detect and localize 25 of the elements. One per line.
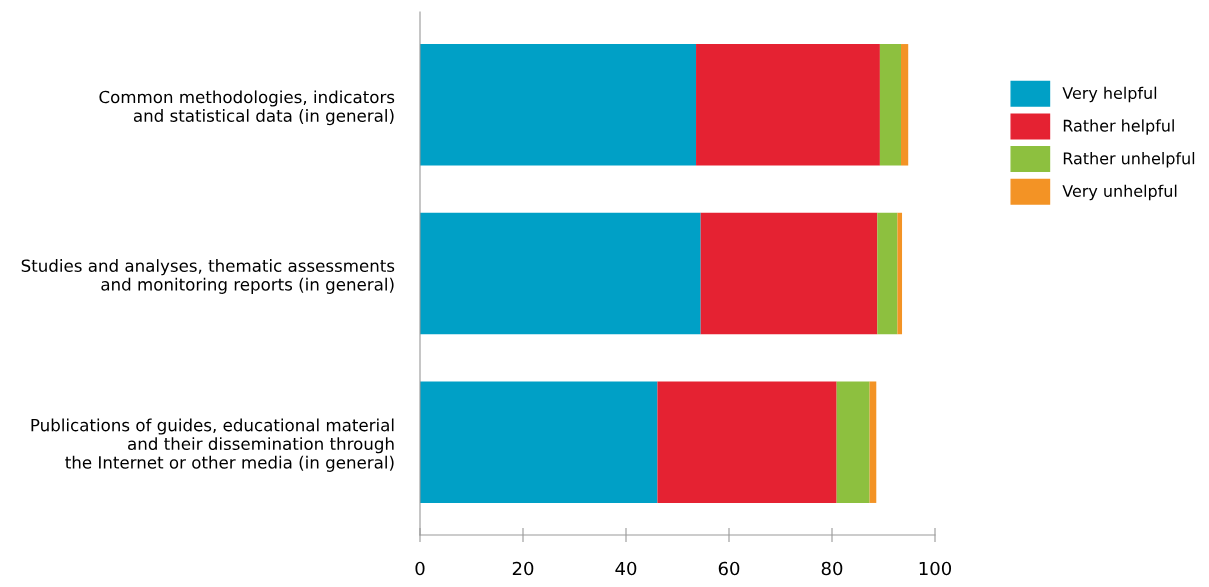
legend-label: Very unhelpful [1062,184,1177,201]
y-tick-label: Common methodologies, indicators and statistical data (in general) [99,90,395,126]
bar [657,381,837,503]
bar [836,381,870,503]
bar [420,381,658,503]
bar [897,212,903,335]
bar [877,212,898,335]
bar [700,212,878,335]
bar [696,44,880,166]
x-tick-label: 20 [512,561,534,576]
bar [420,212,701,335]
bar [869,381,877,503]
legend-label: Rather unhelpful [1063,152,1195,168]
bar [901,44,909,166]
x-tick-label: 40 [615,561,637,576]
x-tick-label: 0 [415,561,425,576]
y-tick-label: Publications of guides, educational material and their dissemination through the Internet or other media (in general) [31,418,394,472]
legend-label: Rather helpful [1063,119,1174,135]
x-tick-label: 100 [919,561,952,576]
bar [879,44,902,166]
legend-label: Very helpful [1062,86,1157,103]
x-tick-label: 60 [718,561,740,576]
x-tick-label: 80 [821,561,843,576]
y-tick-label: Studies and analyses, thematic assessments and monitoring reports (in general) [21,259,395,294]
bar [420,44,697,166]
